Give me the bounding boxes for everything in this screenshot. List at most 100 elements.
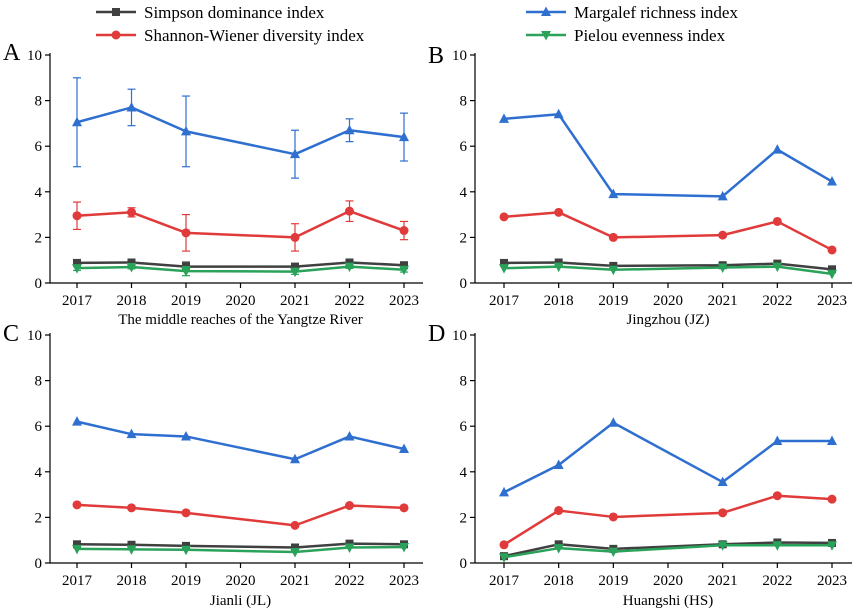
series-pielou-evenness-index: [499, 262, 837, 280]
data-point: [344, 262, 355, 273]
legend-item-shannon-wiener-diversity-index: Shannon-Wiener diversity index: [96, 26, 365, 45]
data-point: [608, 547, 619, 558]
data-point: [344, 430, 355, 441]
y-tick-label: 2: [35, 510, 43, 526]
series-line: [76, 542, 405, 549]
x-tick-label: 2019: [598, 573, 628, 589]
panel-D: D 0 2 4 6 8 10 2017 2018 2019 2020 2021 2022 2023 Huan…: [428, 321, 852, 609]
series-line: [503, 261, 833, 271]
data-point: [772, 541, 783, 551]
y-tick-label: 4: [35, 185, 43, 201]
data-point: [127, 207, 136, 217]
x-tick-label: 2018: [544, 573, 574, 589]
x-tick-label: 2023: [389, 573, 419, 589]
data-point: [772, 435, 783, 446]
data-point: [126, 101, 137, 112]
legend-item-margalef-richness-index: Margalef richness index: [526, 3, 738, 22]
x-axis-label: Huangshi (HS): [623, 593, 713, 609]
series-shannon-wiener-diversity-index: [499, 207, 837, 255]
data-point: [399, 131, 409, 142]
data-point: [181, 545, 191, 556]
series-line: [503, 421, 832, 494]
series-line: [76, 503, 405, 527]
data-point: [181, 228, 191, 238]
data-point: [554, 506, 564, 516]
data-point: [828, 265, 836, 274]
series-line: [76, 106, 405, 156]
data-point: [827, 176, 837, 186]
panel-letter: C: [3, 321, 19, 347]
x-tick-label: 2017: [62, 293, 93, 309]
data-point: [127, 503, 136, 513]
series-line: [503, 113, 833, 198]
y-tick-label: 0: [35, 556, 43, 572]
data-point: [344, 124, 355, 135]
series-pielou-evenness-index: [72, 262, 409, 278]
y-tick-label: 8: [460, 374, 468, 390]
y-tick-label: 10: [27, 48, 42, 64]
series-margalef-richness-index: [499, 108, 837, 201]
legend-item-pielou-evenness-index: Pielou evenness index: [526, 26, 726, 45]
x-tick-label: 2017: [489, 573, 520, 589]
data-point: [290, 548, 300, 558]
legend-item-simpson-dominance-index: Simpson dominance index: [96, 3, 325, 22]
data-point: [553, 262, 564, 273]
y-tick-label: 8: [460, 94, 468, 110]
data-point: [772, 144, 783, 154]
data-point: [608, 417, 619, 427]
series-line: [503, 494, 833, 546]
y-tick-label: 10: [452, 328, 467, 344]
x-tick-label: 2023: [817, 573, 847, 589]
data-point: [73, 258, 81, 267]
x-tick-label: 2021: [708, 573, 738, 589]
panel-B: B 0 2 4 6 8 10 2017 2018 2019 2020 2021 2022 2023 Jing…: [428, 43, 852, 328]
data-point: [718, 230, 728, 240]
legend-label: Margalef richness index: [574, 3, 738, 22]
panel-C: C 0 2 4 6 8 10 2017 2018 2019 2020 2021 2022 2023 Jian…: [3, 321, 423, 609]
data-point: [717, 541, 728, 551]
x-tick-label: 2023: [817, 293, 847, 309]
data-point: [72, 264, 82, 274]
data-point: [290, 520, 300, 530]
data-point: [553, 459, 564, 469]
series-line: [76, 261, 405, 268]
x-tick-label: 2020: [226, 573, 256, 589]
y-tick-label: 2: [35, 230, 43, 246]
x-axis-label: Jianli (JL): [210, 593, 271, 609]
y-tick-label: 6: [35, 139, 43, 155]
data-point: [126, 428, 137, 439]
series-margalef-richness-index: [72, 77, 409, 179]
x-tick-label: 2017: [489, 293, 520, 309]
data-point: [827, 435, 837, 446]
x-tick-label: 2022: [762, 293, 792, 309]
data-point: [291, 262, 299, 271]
series-line: [503, 543, 832, 559]
data-point: [72, 544, 82, 555]
data-point: [772, 491, 782, 501]
x-tick-label: 2022: [335, 573, 365, 589]
x-tick-label: 2021: [280, 293, 310, 309]
x-tick-label: 2021: [280, 573, 310, 589]
series-pielou-evenness-index: [72, 543, 409, 558]
data-point: [290, 453, 300, 464]
data-point: [290, 267, 300, 278]
series-line: [76, 265, 405, 273]
data-point: [400, 261, 408, 270]
x-tick-label: 2019: [171, 293, 201, 309]
data-point: [554, 207, 564, 217]
data-point: [73, 540, 81, 549]
data-point: [608, 265, 619, 276]
data-point: [553, 108, 564, 119]
data-point: [772, 262, 783, 273]
panel-letter: A: [3, 40, 21, 66]
series-shannon-wiener-diversity-index: [72, 500, 409, 530]
x-tick-label: 2021: [708, 293, 738, 309]
x-tick-label: 2023: [389, 293, 419, 309]
series-line: [76, 209, 405, 239]
x-tick-label: 2022: [335, 293, 365, 309]
data-point: [554, 258, 563, 267]
data-point: [345, 258, 354, 267]
panel-letter: B: [428, 43, 444, 69]
